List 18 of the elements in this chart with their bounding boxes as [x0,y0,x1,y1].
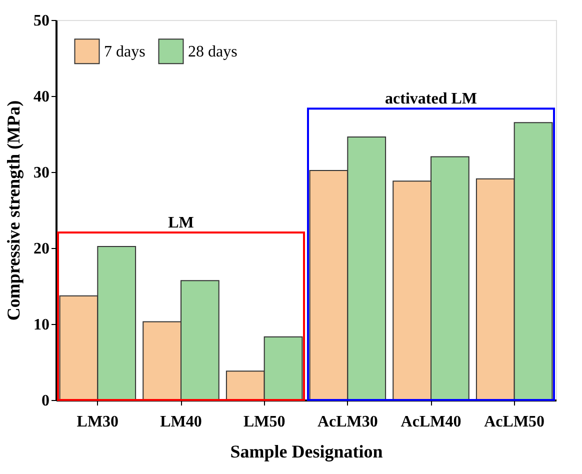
y-axis-title: Compressive strength (MPa) [4,100,24,321]
y-tick-label: 40 [34,88,50,106]
x-axis-title: Sample Designation [230,442,383,462]
annotation: activated LM [385,90,477,108]
x-tick-label: LM30 [76,414,119,430]
y-tick-label: 30 [34,164,50,182]
x-tick-label: LM40 [160,414,202,430]
y-tick-label: 50 [34,12,50,30]
y-tick-label: 10 [34,316,50,334]
x-tick-label: LM50 [243,414,286,430]
x-tick-label: AcLM40 [400,414,462,430]
x-tick-label: AcLM50 [484,414,545,430]
x-tick-label: AcLM30 [317,414,378,430]
legend-label: 7 days [104,43,146,60]
y-tick-label: 20 [34,240,50,258]
y-tick-label: 0 [42,392,50,410]
legend-label: 28 days [188,43,238,60]
annotation: LM [168,214,194,232]
